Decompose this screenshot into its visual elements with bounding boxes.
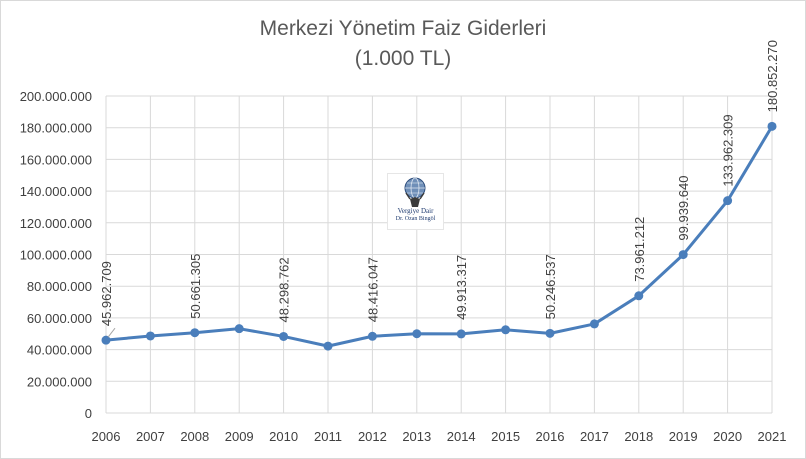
label-leader-line [107, 327, 116, 338]
y-tick-label: 200.000.000 [20, 89, 92, 104]
data-point [279, 331, 289, 341]
data-point [323, 341, 333, 351]
x-tick-label: 2021 [758, 429, 787, 444]
chart-subtitle: (1.000 TL) [354, 47, 452, 70]
data-point [634, 291, 644, 301]
data-point [589, 319, 599, 329]
watermark-logo: Vergiye Dair Dr. Ozan Bingöl [387, 173, 444, 230]
data-point [501, 325, 511, 335]
data-label: 48.298.762 [277, 257, 292, 322]
data-point [723, 196, 733, 206]
x-tick-label: 2010 [269, 429, 298, 444]
data-point [145, 331, 155, 341]
axes: 0 20.000.000 40.000.000 60.000.000 80.000.00… [20, 89, 787, 444]
x-tick-label: 2012 [358, 429, 387, 444]
x-tick-label: 2017 [580, 429, 609, 444]
y-tick-label: 40.000.000 [27, 343, 92, 358]
y-tick-label: 80.000.000 [27, 279, 92, 294]
y-tick-label: 100.000.000 [20, 248, 92, 263]
data-point [545, 328, 555, 338]
data-point [767, 121, 777, 131]
data-labels: 45.962.709 50.661.305 48.298.762 48.416.047… [99, 40, 780, 338]
watermark-line2: Dr. Ozan Bingöl [395, 216, 436, 222]
x-tick-label: 2009 [225, 429, 254, 444]
data-point [234, 324, 244, 334]
x-tick-label: 2019 [669, 429, 698, 444]
x-tick-label: 2016 [536, 429, 565, 444]
data-label: 49.913.317 [454, 255, 469, 320]
atlas-globe-icon [404, 177, 426, 207]
data-label: 50.661.305 [188, 254, 203, 319]
data-label: 50.246.537 [543, 254, 558, 319]
y-tick-label: 60.000.000 [27, 311, 92, 326]
data-label: 180.852.270 [765, 40, 780, 112]
x-tick-label: 2014 [447, 429, 476, 444]
data-points [101, 121, 777, 351]
y-tick-label: 140.000.000 [20, 184, 92, 199]
data-point [367, 331, 377, 341]
data-point [190, 328, 200, 338]
series-line-group [105, 125, 774, 348]
x-tick-label: 2008 [180, 429, 209, 444]
gridlines [105, 95, 773, 414]
y-tick-label: 160.000.000 [20, 152, 92, 167]
data-label: 99.939.640 [676, 176, 691, 241]
y-tick-label: 20.000.000 [27, 374, 92, 389]
chart-title: Merkezi Yönetim Faiz Giderleri [259, 17, 547, 40]
data-point [101, 335, 111, 345]
data-point [456, 329, 466, 339]
x-tick-label: 2015 [491, 429, 520, 444]
chart-title-block: Merkezi Yönetim Faiz Giderleri (1.000 TL… [0, 14, 806, 74]
y-tick-label: 120.000.000 [20, 216, 92, 231]
data-label: 48.416.047 [365, 257, 380, 322]
x-tick-label: 2007 [136, 429, 165, 444]
x-tick-label: 2011 [314, 429, 342, 444]
data-point [678, 250, 688, 260]
x-tick-label: 2013 [402, 429, 431, 444]
watermark-line1: Vergiye Dair [397, 207, 434, 215]
data-label: 133.962.309 [721, 114, 736, 186]
x-tick-label: 2020 [713, 429, 742, 444]
series-line [105, 125, 774, 348]
data-label: 45.962.709 [99, 261, 114, 326]
data-point [412, 329, 422, 339]
y-tick-label: 0 [85, 406, 92, 421]
x-tick-label: 2006 [92, 429, 121, 444]
y-tick-label: 180.000.000 [20, 121, 92, 136]
x-tick-label: 2018 [624, 429, 653, 444]
data-label: 73.961.212 [632, 217, 647, 282]
